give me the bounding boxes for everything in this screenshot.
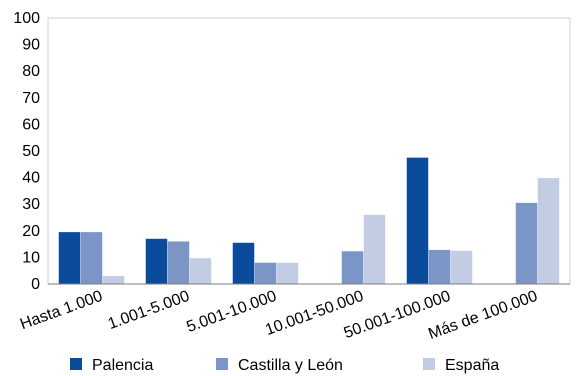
bar <box>254 262 277 284</box>
bar <box>276 262 299 284</box>
y-tick-label: 90 <box>22 37 40 54</box>
y-axis: 0 10 20 30 40 50 60 70 80 90 100 <box>13 10 40 293</box>
bar <box>232 242 255 284</box>
bar <box>145 238 168 284</box>
bar <box>363 214 386 284</box>
x-axis: Hasta 1.000 1.001-5.0005.001-10.00010.001… <box>18 288 540 343</box>
bar <box>167 241 190 284</box>
legend: Palencia Castilla y León España <box>70 357 499 374</box>
x-tick-label: Hasta 1.000 <box>18 288 105 334</box>
bar <box>450 250 473 284</box>
bar <box>102 276 125 284</box>
y-tick-label: 100 <box>13 10 40 27</box>
bar <box>80 232 103 284</box>
y-tick-label: 20 <box>22 223 40 240</box>
y-tick-label: 0 <box>31 276 40 293</box>
legend-label: Castilla y León <box>238 357 343 374</box>
x-tick-label: 1.001-5.000 <box>106 288 192 333</box>
y-tick-label: 70 <box>22 90 40 107</box>
bar <box>515 202 538 284</box>
legend-label: España <box>445 357 499 374</box>
y-tick-label: 40 <box>22 170 40 187</box>
y-tick-label: 30 <box>22 196 40 213</box>
bar <box>428 249 451 284</box>
legend-swatch <box>70 358 82 370</box>
bar <box>537 178 560 284</box>
bar <box>341 251 364 284</box>
legend-swatch <box>216 358 228 370</box>
y-tick-label: 50 <box>22 143 40 160</box>
y-tick-label: 80 <box>22 63 40 80</box>
legend-swatch <box>423 358 435 370</box>
plot-frame <box>47 17 571 285</box>
legend-label: Palencia <box>92 357 153 374</box>
bar-series <box>58 157 560 284</box>
bar <box>189 258 212 284</box>
y-tick-label: 10 <box>22 249 40 266</box>
bar <box>58 232 81 284</box>
bar <box>406 157 429 284</box>
y-tick-label: 60 <box>22 116 40 133</box>
